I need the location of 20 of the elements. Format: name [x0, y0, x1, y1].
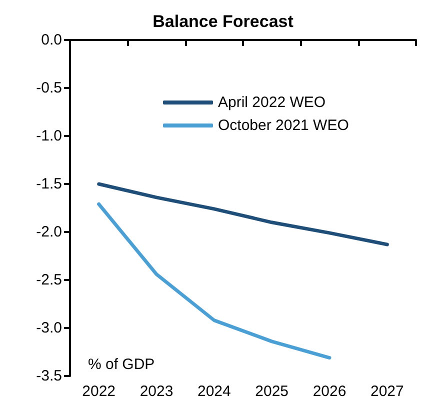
y-tick-label: -1.5: [36, 176, 62, 192]
x-tick-label: 2025: [255, 383, 289, 400]
y-tick-label: -3.0: [36, 320, 62, 336]
y-axis-title: % of GDP: [88, 356, 155, 373]
y-tick-label: -1.0: [36, 128, 62, 144]
y-tick-label: 0.0: [41, 32, 62, 48]
line-series: [97, 182, 389, 246]
x-tick-label: 2023: [140, 383, 174, 400]
line-series: [97, 202, 332, 360]
y-tick-label: -0.5: [36, 80, 62, 96]
x-tick-label: 2024: [197, 383, 231, 400]
x-tick-label: 2022: [82, 383, 116, 400]
legend-label: April 2022 WEO: [218, 94, 326, 111]
x-tick-label: 2026: [312, 383, 346, 400]
y-tick-label: -2.5: [36, 272, 62, 288]
x-tick-label: 2027: [370, 383, 404, 400]
legend-label: October 2021 WEO: [218, 117, 349, 134]
y-tick-label: -2.0: [36, 224, 62, 240]
y-tick-label: -3.5: [36, 368, 62, 384]
chart-title: Balance Forecast: [152, 12, 294, 31]
